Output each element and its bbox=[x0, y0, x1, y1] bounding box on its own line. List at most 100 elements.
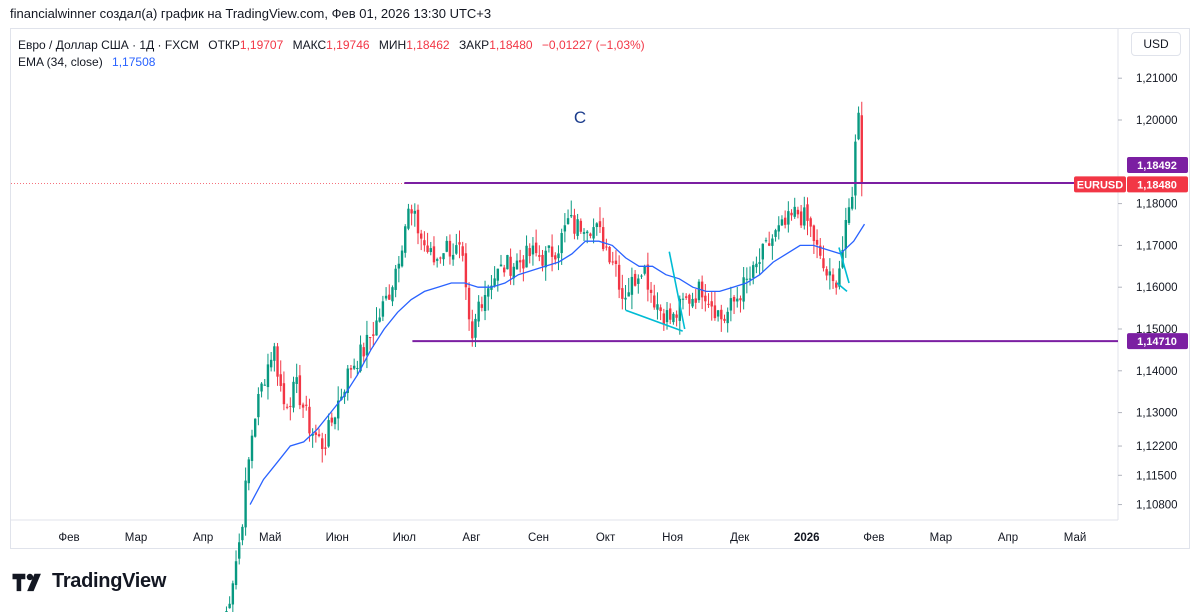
y-tick-label: 1,15000 bbox=[1136, 324, 1178, 336]
legend-ema-row[interactable]: EMA (34, close) 1,17508 bbox=[18, 54, 645, 71]
candle-body bbox=[806, 204, 809, 221]
candle-body bbox=[269, 359, 273, 368]
candle-body bbox=[257, 393, 260, 418]
candle-body bbox=[745, 278, 749, 280]
support-badge-text: 1,14710 bbox=[1137, 336, 1177, 348]
candle-body bbox=[653, 295, 656, 308]
candle-body bbox=[515, 260, 519, 270]
candle-body bbox=[266, 364, 270, 388]
legend-open-value: 1,19707 bbox=[239, 38, 284, 52]
candle-body bbox=[656, 304, 659, 310]
candle-body bbox=[333, 417, 337, 425]
support-badge-bg bbox=[1127, 333, 1188, 350]
candle-body bbox=[477, 301, 480, 322]
legend-close-label: ЗАКР bbox=[458, 38, 490, 52]
candle-body bbox=[445, 240, 448, 252]
candle-body bbox=[729, 298, 733, 311]
candle-body bbox=[327, 420, 330, 447]
candle-body bbox=[780, 219, 784, 226]
trendline bbox=[836, 282, 848, 292]
candle-body bbox=[828, 271, 832, 276]
candle-body bbox=[736, 298, 739, 302]
candle-body bbox=[783, 217, 787, 225]
legend-high-label: МАКС bbox=[292, 38, 327, 52]
candle-body bbox=[509, 256, 512, 276]
y-tick-label: 1,14000 bbox=[1136, 366, 1178, 378]
y-tick-label: 1,18000 bbox=[1136, 199, 1178, 211]
x-tick-label: Ноя bbox=[662, 532, 683, 544]
candle-body bbox=[260, 383, 263, 392]
candle-body bbox=[758, 262, 761, 264]
candle-body bbox=[349, 368, 353, 370]
candle-body bbox=[410, 209, 413, 214]
candle-body bbox=[592, 227, 595, 239]
candle-body bbox=[292, 381, 295, 408]
candle-body bbox=[691, 298, 694, 307]
candle-body bbox=[573, 215, 576, 234]
candle-body bbox=[771, 238, 774, 246]
candle-body bbox=[391, 287, 394, 302]
candle-body bbox=[356, 367, 359, 369]
candle-body bbox=[710, 301, 713, 307]
candle-body bbox=[742, 277, 745, 302]
candle-body bbox=[512, 266, 515, 279]
candle-body bbox=[576, 219, 579, 236]
candle-body bbox=[761, 243, 764, 260]
candle-body bbox=[317, 434, 321, 437]
candle-body bbox=[570, 215, 573, 217]
candle-body bbox=[566, 218, 570, 225]
candle-body bbox=[767, 243, 771, 246]
candle-body bbox=[464, 253, 468, 288]
trendline bbox=[838, 247, 850, 284]
candle-body bbox=[627, 292, 630, 297]
candle-body bbox=[244, 480, 247, 528]
candle-body bbox=[534, 242, 538, 254]
candle-body bbox=[557, 253, 560, 259]
candle-body bbox=[831, 274, 835, 282]
candle-body bbox=[531, 245, 535, 255]
candle-body bbox=[474, 318, 477, 338]
candle-body bbox=[854, 141, 857, 196]
candle-body bbox=[860, 115, 863, 184]
candle-body bbox=[752, 265, 755, 278]
candle-body bbox=[336, 400, 340, 419]
tradingview-logo-icon bbox=[12, 573, 41, 591]
candle-body bbox=[646, 264, 650, 290]
candle-body bbox=[241, 526, 244, 541]
x-tick-label: Сен bbox=[528, 532, 549, 544]
x-tick-label: Мар bbox=[125, 532, 148, 544]
candle-body bbox=[228, 603, 231, 609]
x-tick-label: Апр bbox=[998, 532, 1018, 544]
currency-button[interactable]: USD bbox=[1131, 32, 1181, 56]
candle-body bbox=[694, 298, 697, 303]
candle-body bbox=[649, 289, 653, 293]
candle-body bbox=[503, 267, 506, 273]
candle-body bbox=[621, 288, 624, 299]
legend-instrument[interactable]: Евро / Доллар США · 1Д · FXCM bbox=[18, 38, 199, 52]
candle-body bbox=[435, 259, 439, 261]
candle-body bbox=[321, 438, 324, 450]
trendline bbox=[625, 309, 683, 332]
candle-body bbox=[608, 246, 611, 263]
candle-body bbox=[601, 227, 605, 250]
candle-body bbox=[298, 375, 302, 406]
candle-body bbox=[384, 295, 388, 299]
candle-body bbox=[640, 275, 643, 277]
candle-body bbox=[796, 209, 800, 215]
resistance-badge-bg bbox=[1127, 157, 1188, 174]
candle-body bbox=[550, 246, 554, 257]
candle-body bbox=[419, 233, 423, 239]
candle-body bbox=[362, 347, 365, 357]
candle-body bbox=[838, 268, 841, 287]
candle-body bbox=[637, 278, 640, 284]
candle-body bbox=[394, 268, 397, 290]
y-tick-label: 1,12200 bbox=[1136, 441, 1178, 453]
chart-caption: financialwinner создал(а) график на Trad… bbox=[10, 6, 492, 21]
x-tick-label: Дек bbox=[730, 532, 750, 544]
candle-body bbox=[378, 317, 381, 322]
candle-body bbox=[413, 210, 417, 214]
candle-body bbox=[426, 245, 429, 252]
tradingview-brand[interactable]: TradingView bbox=[52, 570, 167, 592]
candle-body bbox=[611, 261, 614, 263]
